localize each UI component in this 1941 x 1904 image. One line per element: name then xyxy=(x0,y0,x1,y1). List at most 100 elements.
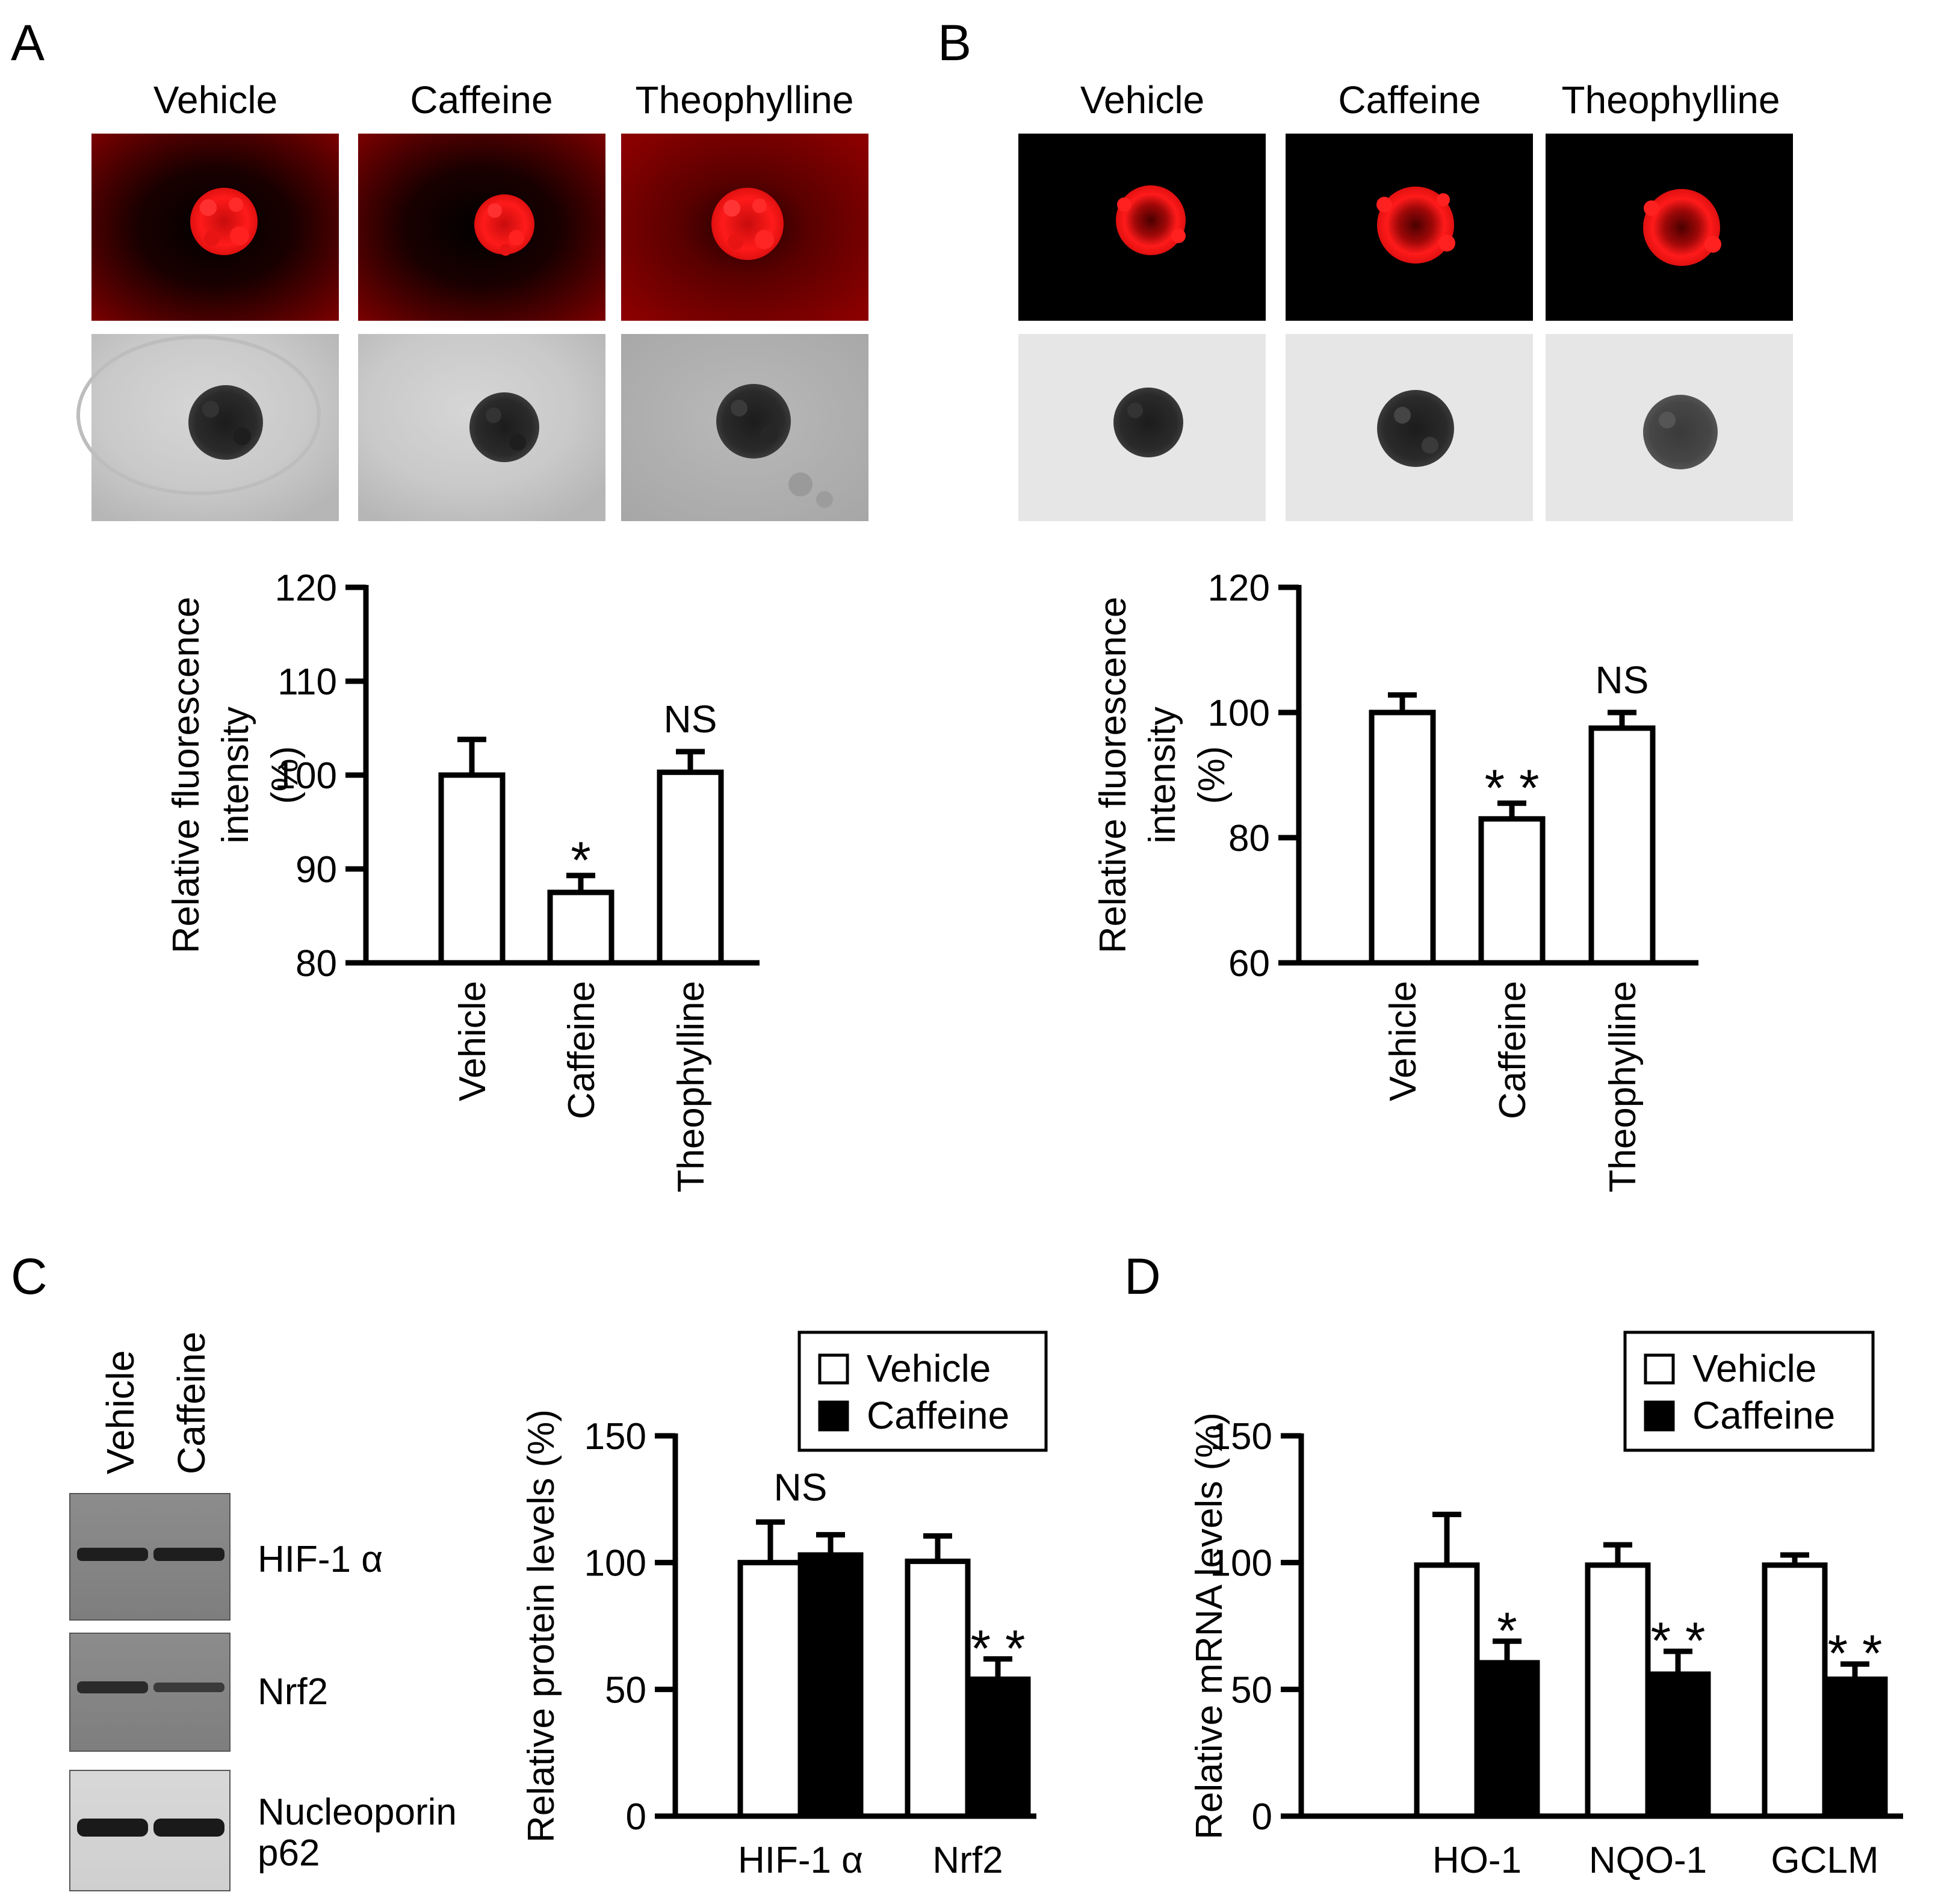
x-category-label: Theophylline xyxy=(1602,981,1644,1193)
legend-label: Vehicle xyxy=(1692,1347,1816,1390)
significance-label: * * xyxy=(971,1620,1026,1678)
blot-lane-label: Caffeine xyxy=(170,1332,213,1474)
bar xyxy=(1414,1562,1480,1819)
fluorescence-micrograph-theophylline xyxy=(621,134,868,321)
image-column-label: Vehicle xyxy=(1080,78,1204,122)
y-tick-label: 150 xyxy=(1210,1416,1272,1457)
x-category-label: Caffeine xyxy=(1492,981,1534,1119)
y-tick-label: 100 xyxy=(584,1543,646,1584)
y-tick-label: 80 xyxy=(296,943,337,984)
image-column-label: Theophylline xyxy=(1562,78,1780,122)
bar xyxy=(1369,709,1436,966)
panel-a: A Vehicle Caffeine Theophylline xyxy=(11,14,868,521)
y-axis-title: intensity xyxy=(1142,706,1183,843)
x-category-label: Vehicle xyxy=(1382,981,1424,1101)
brightfield-micrograph-theophylline xyxy=(621,334,868,521)
y-tick-label: 0 xyxy=(1252,1796,1272,1838)
image-column-label: Caffeine xyxy=(410,78,553,122)
panel-label-b: B xyxy=(938,14,971,71)
bar xyxy=(797,1552,864,1819)
western-blot-hif1a xyxy=(69,1493,231,1621)
bar xyxy=(1478,816,1546,966)
y-axis-title: (%) xyxy=(1191,746,1233,804)
y-tick-label: 50 xyxy=(1231,1669,1272,1711)
y-tick-label: 150 xyxy=(584,1416,646,1457)
x-category-label: Vehicle xyxy=(452,981,494,1101)
legend-swatch xyxy=(818,1353,849,1385)
brightfield-micrograph-caffeine xyxy=(1286,334,1533,521)
western-blot-nrf2 xyxy=(69,1633,231,1752)
brightfield-micrograph-vehicle xyxy=(76,334,339,521)
legend-label: Caffeine xyxy=(867,1394,1009,1437)
legend-swatch xyxy=(818,1400,849,1432)
bar xyxy=(547,889,614,966)
x-category-label: Theophylline xyxy=(670,981,712,1193)
bar xyxy=(1585,1562,1651,1819)
bar xyxy=(905,1559,971,1819)
panel-d: D xyxy=(1124,1248,1161,1305)
panel-b: B Vehicle Caffeine Theophylline xyxy=(938,14,1793,521)
legend-label: Vehicle xyxy=(867,1347,991,1390)
y-axis-title: intensity xyxy=(215,706,256,843)
legend-swatch xyxy=(1644,1353,1675,1385)
brightfield-micrograph-theophylline xyxy=(1546,334,1793,521)
blot-band-label: Nucleoporin xyxy=(258,1791,457,1833)
significance-label: * * xyxy=(1485,759,1540,817)
bar xyxy=(1822,1676,1888,1819)
x-category-label: Nrf2 xyxy=(932,1840,1003,1881)
y-tick-label: 120 xyxy=(1208,567,1270,609)
y-tick-label: 0 xyxy=(626,1796,646,1838)
blot-band-label: p62 xyxy=(258,1832,320,1874)
bar xyxy=(657,769,724,966)
x-category-label: NQO-1 xyxy=(1589,1840,1707,1881)
significance-label: NS xyxy=(1596,658,1649,702)
image-column-label: Vehicle xyxy=(153,78,277,122)
blot-band-label: HIF-1 α xyxy=(258,1539,383,1580)
y-axis-title: Relative protein levels (%) xyxy=(521,1409,562,1843)
y-axis-title: (%) xyxy=(264,746,306,804)
y-axis-title: Relative mRNA levels (%) xyxy=(1189,1412,1230,1840)
panel-label-c: C xyxy=(11,1248,48,1305)
bar-chart-a: 80 90 100 110 120 Relative fluorescence intens… xyxy=(166,567,760,1193)
y-axis-title: Relative fluorescence xyxy=(166,597,207,954)
fluorescence-micrograph-vehicle xyxy=(1018,134,1266,321)
bar xyxy=(965,1676,1031,1819)
y-tick-label: 120 xyxy=(275,567,337,609)
blot-band-label: Nrf2 xyxy=(258,1671,328,1713)
panel-label-d: D xyxy=(1124,1248,1161,1305)
bar xyxy=(1762,1562,1828,1819)
x-category-label: Caffeine xyxy=(561,981,602,1119)
significance-label: * * xyxy=(1651,1612,1706,1670)
image-column-label: Caffeine xyxy=(1338,78,1481,122)
image-column-label: Theophylline xyxy=(636,78,854,122)
panel-c: C Vehicle Caffeine HIF-1 α Nrf2 Nucleopo… xyxy=(11,1248,457,1891)
y-tick-label: 100 xyxy=(1210,1543,1272,1584)
y-axis-title: Relative fluorescence xyxy=(1092,597,1134,954)
fluorescence-micrograph-vehicle xyxy=(91,134,339,321)
significance-label: NS xyxy=(774,1465,828,1509)
fluorescence-micrograph-caffeine xyxy=(358,134,605,321)
y-tick-label: 50 xyxy=(605,1669,646,1711)
brightfield-micrograph-vehicle xyxy=(1018,334,1266,521)
bar xyxy=(737,1560,803,1819)
y-tick-label: 90 xyxy=(296,849,337,891)
y-tick-label: 110 xyxy=(277,661,337,703)
y-tick-label: 60 xyxy=(1228,943,1270,984)
bar xyxy=(438,772,506,966)
bar-chart-c: 0 50 100 150 Relative protein levels (%) NS HI… xyxy=(521,1331,1048,1881)
fluorescence-micrograph-theophylline xyxy=(1546,134,1793,321)
y-tick-label: 100 xyxy=(275,755,337,797)
fluorescence-micrograph-caffeine xyxy=(1286,134,1533,321)
bar xyxy=(1588,725,1656,966)
legend-label: Caffeine xyxy=(1692,1394,1835,1437)
bar xyxy=(1645,1671,1711,1819)
brightfield-micrograph-caffeine xyxy=(358,334,605,521)
x-category-label: GCLM xyxy=(1771,1840,1878,1881)
bar xyxy=(1474,1660,1540,1819)
x-category-label: HO-1 xyxy=(1432,1840,1522,1881)
bar-chart-b: 60 80 100 120 Relative fluorescence intensity… xyxy=(1092,567,1698,1193)
x-category-label: HIF-1 α xyxy=(738,1840,863,1881)
significance-label: * xyxy=(571,832,590,889)
